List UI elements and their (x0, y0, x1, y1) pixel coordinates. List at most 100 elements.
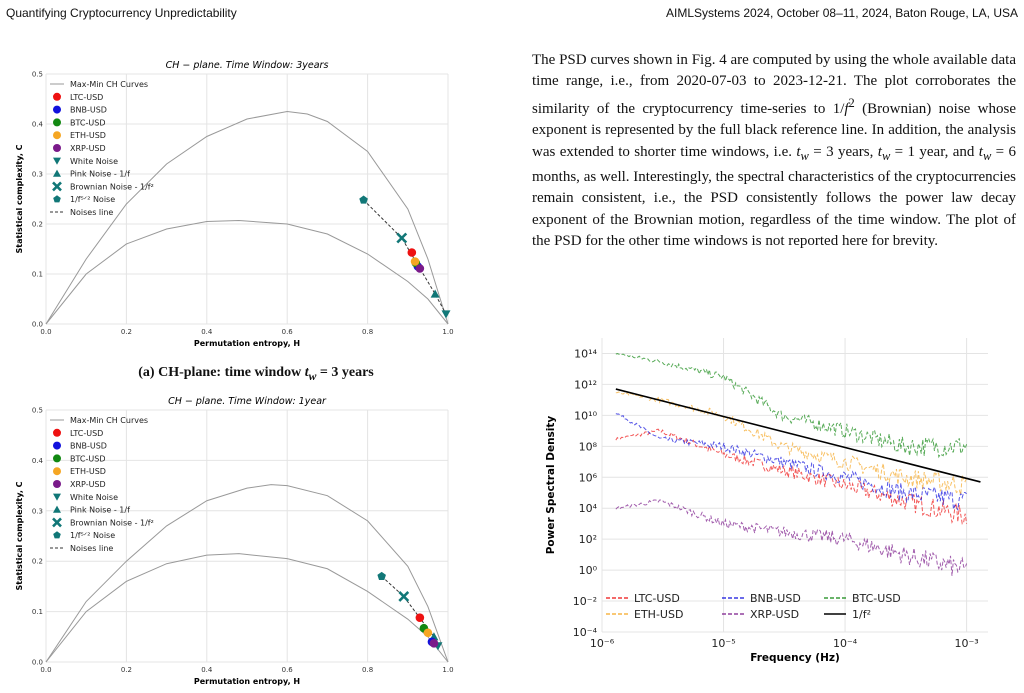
ch-plane-1year-chart: CH − plane. Time Window: 1year 0.0 0.2 0.4 0… (15, 396, 454, 686)
psd-series-1-f (615, 388, 981, 483)
body-paragraph: The PSD curves shown in Fig. 4 are compu… (532, 52, 1017, 250)
noise-point-pink-noise-1-f (430, 289, 440, 298)
legend-brownian-noise-1-f-swatch (52, 517, 62, 528)
legend-pink-noise-1-f-swatch (53, 505, 61, 513)
x-axis-label: Permutation entropy, H (194, 339, 300, 348)
figure-caption-a: (a) CH-plane: time window tw = 3 years (138, 365, 374, 383)
y-tick-label: 0.1 (32, 271, 43, 279)
legend-1-f-5-2-noise-swatch (53, 531, 61, 539)
legend-brownian-noise-1-f-swatch-b (52, 517, 62, 528)
legend-max-min-ch-curves-label: Max-Min CH Curves (70, 80, 148, 89)
min-ch-curve (45, 553, 449, 663)
x-tick-label: 0.2 (121, 328, 132, 336)
psd-y-tick-label: 10⁻⁴ (573, 626, 598, 639)
legend-bnb-usd-swatch (53, 441, 61, 450)
noise-point-white-noise (441, 310, 451, 319)
psd-legend-1-f-label: 1/f² (852, 608, 871, 621)
chart-title: CH − plane. Time Window: 3years (166, 60, 329, 71)
x-tick-label: 0.8 (362, 666, 373, 674)
x-tick-label: 0.4 (201, 666, 213, 674)
psd-y-tick-label: 10⁸ (579, 440, 598, 453)
legend-eth-usd-swatch (53, 131, 61, 140)
psd-y-tick-label: 10⁻² (573, 595, 597, 608)
x-tick-label: 0.2 (121, 666, 132, 674)
y-tick-label: 0.4 (32, 121, 44, 129)
psd-y-tick-label: 10⁴ (579, 502, 598, 515)
legend-1-f-5-2-noise-swatch (53, 195, 61, 203)
psd-y-tick-label: 10¹⁴ (574, 347, 597, 360)
legend-ltc-usd-label: LTC-USD (70, 429, 103, 438)
psd-legend-xrp-usd-label: XRP-USD (750, 608, 799, 621)
noise-point-1-f-5-2-noise (377, 571, 386, 580)
legend-noises-line-label: Noises line (70, 208, 113, 217)
legend-brownian-noise-1-f-label: Brownian Noise - 1/f² (70, 182, 154, 191)
legend-bnb-usd-label: BNB-USD (70, 442, 107, 451)
point-ltc-usd (415, 613, 425, 622)
noise-point-brownian-noise-1-f-b (396, 232, 408, 244)
psd-y-tick-label: 10² (579, 533, 597, 546)
psd-legend-ltc-usd-label: LTC-USD (634, 592, 680, 605)
legend-bnb-usd-swatch (53, 105, 61, 114)
legend-1-f-5-2-noise-label: 1/f⁵ᐟ² Noise (70, 195, 115, 204)
legend-brownian-noise-1-f-swatch (52, 181, 62, 192)
legend-noises-line-label: Noises line (70, 544, 113, 553)
legend-ltc-usd-label: LTC-USD (70, 93, 103, 102)
ch-plane-3years-chart: CH − plane. Time Window: 3years 0.0 0.2 0.4… (15, 60, 454, 348)
psd-series-eth-usd (615, 391, 968, 495)
y-tick-label: 0.3 (32, 507, 43, 515)
psd-x-tick-label: 10⁻³ (954, 637, 978, 650)
y-tick-label: 0.0 (32, 659, 43, 667)
psd-legend-bnb-usd-label: BNB-USD (750, 592, 801, 605)
x-tick-label: 0.6 (282, 328, 294, 336)
psd-y-tick-label: 10⁶ (579, 471, 598, 484)
legend-pink-noise-1-f-label: Pink Noise - 1/f (70, 170, 130, 179)
x-tick-label: 0.8 (362, 328, 373, 336)
legend-white-noise-label: White Noise (70, 493, 118, 502)
page-header: Quantifying Cryptocurrency Unpredictabil… (6, 6, 1018, 22)
point-ltc-usd (407, 248, 417, 257)
x-tick-label: 0.6 (282, 666, 294, 674)
noise-point-brownian-noise-1-f (398, 591, 410, 602)
y-tick-label: 0.5 (32, 71, 43, 79)
legend-btc-usd-label: BTC-USD (70, 118, 105, 127)
psd-series-bnb-usd (615, 413, 967, 511)
psd-legend-eth-usd-label: ETH-USD (634, 608, 683, 621)
legend-eth-usd-label: ETH-USD (70, 131, 106, 140)
min-ch-curve (45, 219, 449, 325)
legend-white-noise-swatch (53, 157, 61, 165)
x-tick-label: 0.0 (40, 328, 51, 336)
point-eth-usd (423, 628, 433, 638)
legend-1-f-5-2-noise-label: 1/f⁵ᐟ² Noise (70, 531, 115, 540)
noise-point-brownian-noise-1-f-b (398, 591, 410, 602)
legend-pink-noise-1-f-label: Pink Noise - 1/f (70, 506, 130, 515)
y-tick-label: 0.3 (32, 171, 43, 179)
psd-x-tick-label: 10⁻⁵ (711, 637, 735, 650)
psd-x-axis-label: Frequency (Hz) (750, 652, 840, 664)
legend-btc-usd-swatch (53, 118, 61, 127)
psd-y-tick-label: 10¹² (574, 378, 597, 391)
legend-brownian-noise-1-f-label: Brownian Noise - 1/f² (70, 518, 154, 527)
y-tick-label: 0.5 (32, 407, 43, 415)
legend-bnb-usd-label: BNB-USD (70, 106, 107, 115)
legend-white-noise-swatch (53, 493, 61, 501)
psd-y-tick-label: 10⁰ (579, 564, 598, 577)
legend-xrp-usd-label: XRP-USD (70, 144, 106, 153)
conference-info: AIMLSystems 2024, October 08–11, 2024, B… (666, 6, 1018, 20)
legend-ltc-usd-swatch (53, 428, 61, 437)
psd-legend-btc-usd-label: BTC-USD (852, 592, 901, 605)
legend-btc-usd-label: BTC-USD (70, 454, 105, 463)
y-axis-label: Statistical complexity, C (15, 144, 24, 253)
legend-white-noise-label: White Noise (70, 157, 118, 166)
y-axis-label: Statistical complexity, C (15, 481, 24, 590)
legend-xrp-usd-swatch (53, 480, 61, 488)
legend-max-min-ch-curves-label: Max-Min CH Curves (70, 416, 148, 425)
point-xrp-usd (415, 264, 425, 273)
noise-point-brownian-noise-1-f (396, 232, 408, 244)
x-tick-label: 0.4 (201, 328, 213, 336)
psd-y-axis-label: Power Spectral Density (545, 416, 557, 555)
legend-pink-noise-1-f-swatch (53, 169, 61, 177)
psd-x-tick-label: 10⁻⁴ (833, 637, 858, 650)
psd-series-btc-usd (615, 353, 968, 459)
y-tick-label: 0.1 (32, 608, 43, 616)
legend-xrp-usd-swatch (53, 144, 61, 152)
